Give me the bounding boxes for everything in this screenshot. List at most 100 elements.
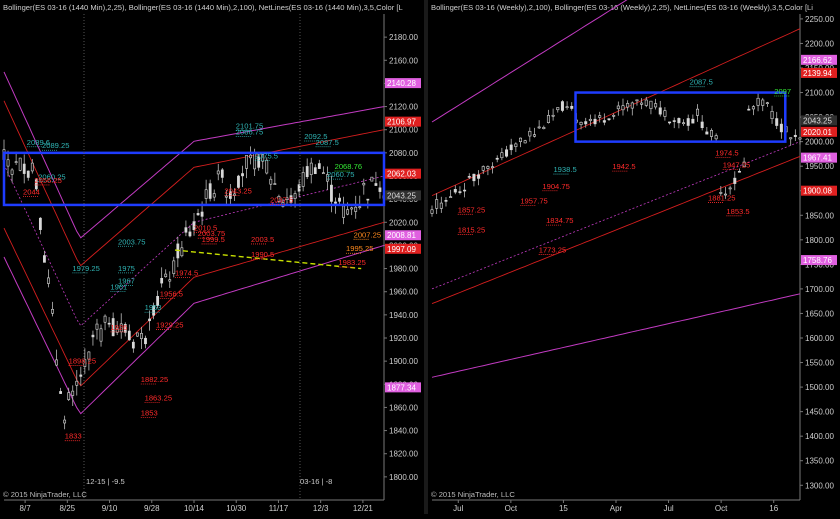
y-tick-label: 2180.00 [389,33,418,42]
candle-body [616,105,620,110]
x-tick-label: 10/30 [226,504,247,513]
x-tick-label: 15 [559,504,568,513]
candle-body [43,255,46,263]
candle-body [172,260,176,274]
candle-body [140,333,143,339]
candle-body [500,152,504,159]
price-tag [801,54,837,65]
candle-body [668,121,672,124]
price-tag [801,115,837,126]
candle-body [658,107,662,115]
price-tag-label: 1758.76 [803,256,832,265]
net-line-label: 2060.25 [38,172,65,181]
net-line-label: 2003.75 [198,229,225,238]
net-line-label: 2092.5 [304,132,327,141]
right-chart-panel: Bollinger(ES 03-16 (Weekly),2,100), Boll… [428,0,840,514]
candle-body [265,159,269,174]
y-tick-label: 1400.00 [805,432,834,441]
net-line-label: 1834.75 [546,216,573,225]
price-tag-label: 2008.81 [387,231,416,240]
candle-body [10,169,14,175]
price-tag [801,126,837,137]
candle-body [747,108,751,111]
candle-body [672,120,676,122]
net-line-label: 1815.25 [458,225,485,234]
candle-body [481,166,485,171]
candle-body [737,170,741,173]
candle-body [370,176,374,182]
candle-body [269,178,273,185]
net-line-label: 2010.5 [194,223,217,232]
candle-body [289,195,293,203]
candle-body [378,187,382,192]
candle-body [180,247,184,257]
candle-body [374,183,378,186]
candle-body [537,126,541,129]
candle-body [63,419,67,424]
net-line-label: 1983.25 [338,258,365,267]
candle-body [607,118,611,120]
y-tick-label: 1800.00 [389,473,418,482]
net-line-label: 2086.75 [236,127,263,136]
candle-body [148,318,151,322]
candle-body [131,341,135,349]
net-line-label: 2043.25 [224,186,251,195]
candle-body [192,221,196,230]
candle-body [472,173,476,182]
candle-body [47,277,50,284]
price-tag-label: 2043.25 [803,116,832,125]
chart-header: Bollinger(ES 03-16 (1440 Min),2,25), Bol… [3,3,403,12]
y-tick-label: 1950.00 [805,162,834,171]
candle-body [612,115,616,117]
candle-body [241,173,244,177]
y-tick-label: 1920.00 [389,334,418,343]
candle-body [321,172,325,175]
net-line-label: 2056.25 [34,176,61,185]
candle-body [277,195,281,202]
candle-body [770,111,774,119]
candle-body [691,118,695,124]
candle-body [458,191,462,193]
candle-body [297,184,301,192]
candle-body [635,99,639,102]
net-line-label: 1773.25 [539,246,566,255]
candle-body [285,197,289,200]
net-line-label: 2087.5 [316,138,339,147]
session-left-label: 12-15 | -9.5 [86,477,125,486]
candle-body [14,161,18,163]
net-line-label: 1979.25 [72,264,99,273]
candle-body [477,174,481,179]
price-tag [385,78,421,89]
candle-body [354,206,358,212]
candle-body [602,120,606,123]
candle-body [598,115,602,118]
candle-body [546,115,550,123]
candle-body [654,103,658,108]
net-line-label: 1853 [141,409,158,418]
candle-body [551,114,555,117]
net-line-label: 1974.5 [715,148,738,157]
left-chart-panel: Bollinger(ES 03-16 (1440 Min),2,25), Bol… [0,0,424,514]
candle-body [528,130,532,137]
y-tick-label: 1840.00 [389,427,418,436]
candle-body [514,143,518,147]
candle-body [18,157,22,171]
candle-body [742,161,746,168]
net-line-label: 1833 [65,432,82,441]
candle-body [249,154,252,159]
candle-body [75,380,79,386]
candle-body [237,175,240,188]
net-line-label: 2087.5 [690,78,713,87]
candle-body [334,201,337,204]
candle-body [326,174,329,182]
candle-body [152,305,155,316]
candle-body [204,189,208,199]
candle-body [257,156,261,168]
net-line-label: 2037.5 [270,196,293,205]
net-line-label: 2060.75 [327,170,354,179]
candle-body [261,154,265,162]
y-tick-label: 1800.00 [805,236,834,245]
net-line-label: 1947.25 [723,161,750,170]
candle-body [330,184,333,202]
net-line-label: 2068.76 [335,162,362,171]
